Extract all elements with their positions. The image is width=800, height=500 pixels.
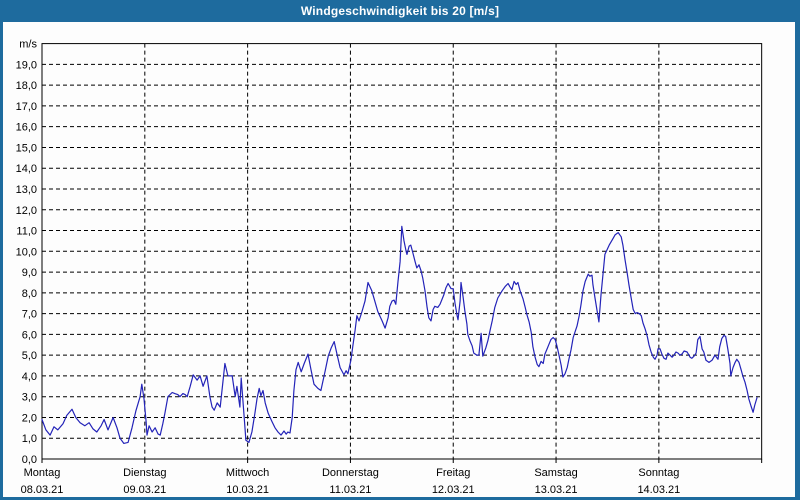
y-tick-label: 17,0: [16, 101, 37, 113]
x-day-label: Mittwoch: [226, 467, 269, 479]
y-tick-label: 10,0: [16, 246, 37, 258]
y-tick-label: 9,0: [22, 267, 37, 279]
y-tick-label: 7,0: [22, 309, 37, 321]
y-tick-label: 4,0: [22, 371, 37, 383]
x-date-label: 13.03.21: [535, 484, 578, 496]
x-date-label: 08.03.21: [21, 484, 64, 496]
x-day-label: Sonntag: [638, 467, 679, 479]
x-date-label: 14.03.21: [637, 484, 680, 496]
x-day-label: Montag: [24, 467, 61, 479]
y-axis-unit-label: m/s: [19, 39, 37, 51]
x-day-label: Samstag: [534, 467, 577, 479]
x-date-label: 11.03.21: [329, 484, 371, 496]
y-tick-label: 18,0: [16, 80, 37, 92]
x-day-label: Dienstag: [123, 467, 166, 479]
y-tick-label: 6,0: [22, 329, 37, 341]
y-tick-label: 13,0: [16, 184, 37, 196]
y-tick-label: 16,0: [16, 122, 37, 134]
y-tick-label: 15,0: [16, 142, 37, 154]
x-date-label: 10.03.21: [226, 484, 269, 496]
x-date-label: 09.03.21: [123, 484, 166, 496]
y-tick-label: 1,0: [22, 433, 37, 445]
chart-container: 0,0 1,0 2,0 3,0 4,0 5,0 6,0 7,0 8,0 9,0 10,0 11,0 12…: [3, 22, 795, 497]
y-tick-label: 12,0: [16, 205, 37, 217]
y-tick-label: 8,0: [22, 288, 37, 300]
y-tick-label: 19,0: [16, 59, 37, 71]
y-tick-label: 3,0: [22, 392, 37, 404]
x-day-label: Donnerstag: [322, 467, 379, 479]
x-date-label: 12.03.21: [432, 484, 475, 496]
window-title: Windgeschwindigkeit bis 20 [m/s]: [300, 4, 500, 18]
y-tick-label: 0,0: [22, 454, 37, 466]
y-tick-label: 14,0: [16, 163, 37, 175]
y-tick-label: 2,0: [22, 412, 37, 424]
x-day-label: Freitag: [436, 467, 470, 479]
y-tick-label: 11,0: [16, 226, 37, 238]
window-titlebar[interactable]: Windgeschwindigkeit bis 20 [m/s]: [0, 0, 800, 22]
wind-speed-chart: 0,0 1,0 2,0 3,0 4,0 5,0 6,0 7,0 8,0 9,0 10,0 11,0 12…: [16, 39, 763, 496]
wind-speed-line: [41, 225, 758, 444]
y-tick-label: 5,0: [22, 350, 37, 362]
